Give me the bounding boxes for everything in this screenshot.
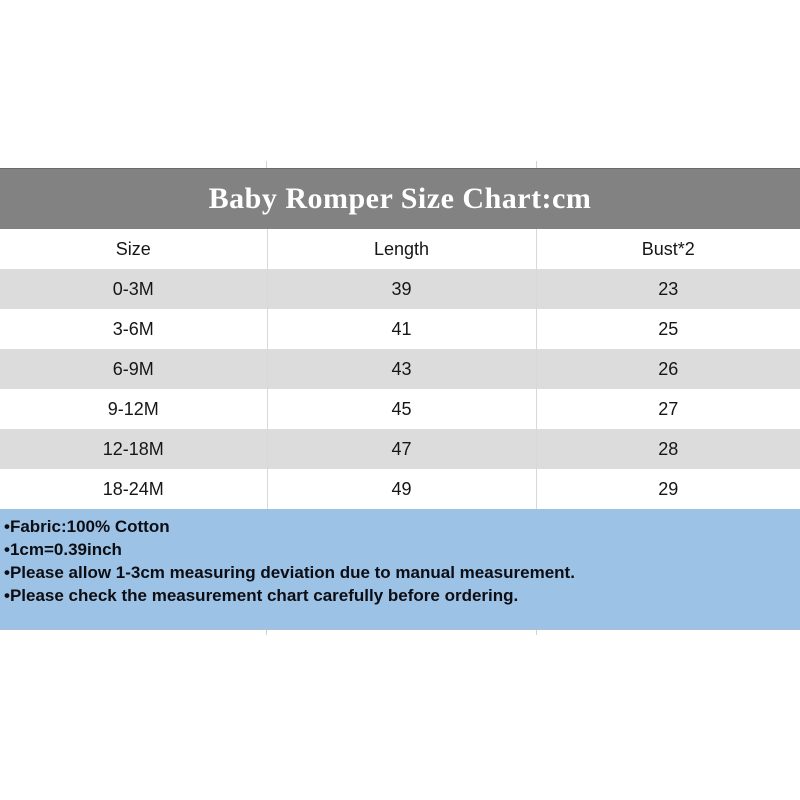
table-cell-length: 49 [266, 469, 536, 509]
note-line-fabric: •Fabric:100% Cotton [4, 517, 170, 536]
table-header-row: Size Length Bust*2 [0, 229, 800, 269]
table-cell-size: 0-3M [112, 278, 154, 299]
table-cell-bust: 28 [535, 429, 800, 469]
table-cell-length: 39 [266, 269, 536, 309]
grid-line-stub [536, 161, 537, 168]
table-cell-length: 43 [266, 349, 536, 389]
table-cell-size: 18-24M [102, 478, 164, 499]
grid-line-stub [266, 630, 267, 635]
table-row: 0-3M 39 23 [0, 269, 800, 309]
grid-line-stub [536, 630, 537, 635]
table-cell-bust: 23 [535, 269, 800, 309]
table-cell-length: 47 [266, 429, 536, 469]
note-line-check: •Please check the measurement chart care… [4, 586, 519, 605]
table-cell-length: 45 [266, 389, 536, 429]
header-cell-length: Length [266, 229, 536, 269]
header-cell-size: Size [115, 238, 151, 259]
table-cell-size: 3-6M [112, 318, 154, 339]
table-row: 18-24M 49 29 [0, 469, 800, 509]
note-line-cm-inch: •1cm=0.39inch [4, 540, 122, 559]
table-cell-bust: 27 [535, 389, 800, 429]
notes-panel: •Fabric:100% Cotton •1cm=0.39inch •Pleas… [0, 509, 800, 630]
table-cell-length: 41 [266, 309, 536, 349]
table-row: 3-6M 41 25 [0, 309, 800, 349]
table-row: 12-18M 47 28 [0, 429, 800, 469]
table-cell-size: 6-9M [112, 358, 154, 379]
table-row: 6-9M 43 26 [0, 349, 800, 389]
table-cell-bust: 29 [535, 469, 800, 509]
table-cell-size: 9-12M [107, 398, 159, 419]
table-row: 9-12M 45 27 [0, 389, 800, 429]
size-table: Size Length Bust*2 0-3M 39 23 3-6M 41 25… [0, 229, 800, 509]
table-cell-size: 12-18M [102, 438, 164, 459]
table-cell-bust: 26 [535, 349, 800, 389]
header-cell-bust: Bust*2 [535, 229, 800, 269]
grid-line-stub [266, 161, 267, 168]
note-line-deviation: •Please allow 1-3cm measuring deviation … [4, 563, 575, 582]
chart-title-bar: Baby Romper Size Chart:cm [0, 168, 800, 229]
chart-title: Baby Romper Size Chart:cm [208, 182, 592, 215]
table-cell-bust: 25 [535, 309, 800, 349]
